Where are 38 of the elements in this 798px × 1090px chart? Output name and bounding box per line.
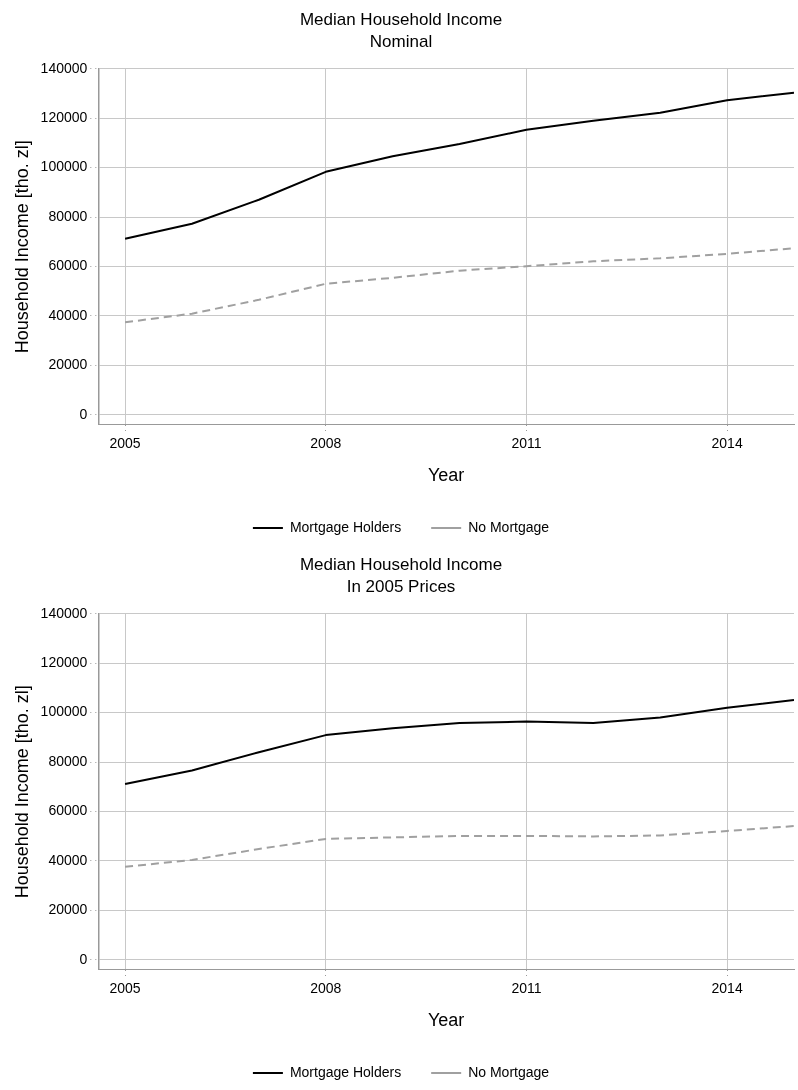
chart-subtitle: In 2005 Prices <box>346 577 456 597</box>
legend-label: No Mortgage <box>468 518 550 535</box>
y-tick-label: 140000 <box>40 59 88 76</box>
y-axis-title: Household Income [tho. zl] <box>11 140 32 354</box>
y-tick-label: 20000 <box>48 356 88 373</box>
line-series <box>124 247 794 324</box>
y-tick-label: 0 <box>79 950 88 967</box>
y-axis-title: Household Income [tho. zl] <box>11 685 32 899</box>
y-tick-label: 140000 <box>40 604 88 621</box>
x-tick-label: 2014 <box>711 979 743 996</box>
y-tick-label: 20000 <box>48 901 88 918</box>
legend-label: Mortgage Holders <box>289 1063 402 1080</box>
y-tick-label: 60000 <box>48 257 88 274</box>
x-axis-title: Year <box>427 1010 465 1031</box>
y-tick-label: 40000 <box>48 306 88 323</box>
y-tick-label: 120000 <box>40 654 88 671</box>
x-tick-label: 2008 <box>310 434 342 451</box>
x-tick-label: 2011 <box>511 434 542 451</box>
y-tick-label: 100000 <box>40 158 88 175</box>
x-tick-label: 2014 <box>711 434 743 451</box>
legend-label: Mortgage Holders <box>289 518 402 535</box>
x-tick-label: 2005 <box>109 979 141 996</box>
x-tick-label: 2008 <box>310 979 342 996</box>
legend-label: No Mortgage <box>468 1063 550 1080</box>
chart-title: Median Household Income <box>299 554 503 574</box>
y-tick-label: 120000 <box>40 109 88 126</box>
y-tick-label: 80000 <box>48 752 88 769</box>
y-tick-label: 40000 <box>48 851 88 868</box>
y-tick-label: 0 <box>79 405 88 422</box>
x-tick-label: 2011 <box>511 979 542 996</box>
line-series <box>124 825 794 868</box>
x-tick-label: 2005 <box>109 434 141 451</box>
x-axis-title: Year <box>427 465 465 486</box>
y-tick-label: 80000 <box>48 207 88 224</box>
chart-subtitle: Nominal <box>369 32 433 52</box>
chart-title: Median Household Income <box>299 9 503 29</box>
y-tick-label: 100000 <box>40 703 88 720</box>
y-tick-label: 60000 <box>48 802 88 819</box>
